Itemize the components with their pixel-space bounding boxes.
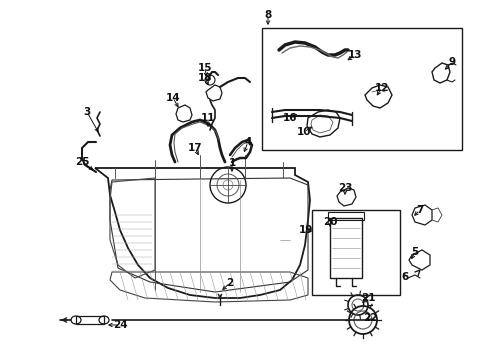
Text: 4: 4: [245, 137, 252, 147]
Text: 15: 15: [198, 63, 212, 73]
Text: 13: 13: [348, 50, 362, 60]
Text: 18: 18: [198, 73, 212, 83]
Text: 6: 6: [401, 272, 409, 282]
Text: 11: 11: [201, 113, 215, 123]
Text: 14: 14: [166, 93, 180, 103]
Text: 22: 22: [363, 313, 377, 323]
Text: 25: 25: [75, 157, 89, 167]
Text: 1: 1: [228, 158, 236, 168]
Bar: [328, 212, 364, 220]
Text: 8: 8: [265, 10, 271, 20]
Text: 2: 2: [226, 278, 234, 288]
Bar: [312, 210, 400, 295]
Text: 9: 9: [448, 57, 456, 67]
Bar: [330, 218, 362, 278]
Text: 7: 7: [416, 205, 424, 215]
Bar: [262, 28, 462, 150]
Text: 24: 24: [113, 320, 127, 330]
Text: 21: 21: [361, 293, 375, 303]
Text: 3: 3: [83, 107, 91, 117]
Text: 12: 12: [375, 83, 389, 93]
Text: 23: 23: [338, 183, 352, 193]
Text: 16: 16: [283, 113, 297, 123]
Text: 19: 19: [299, 225, 313, 235]
Text: 17: 17: [188, 143, 202, 153]
Text: 5: 5: [412, 247, 418, 257]
Bar: [76, 316, 104, 324]
Text: 20: 20: [323, 217, 337, 227]
Text: 10: 10: [297, 127, 311, 137]
